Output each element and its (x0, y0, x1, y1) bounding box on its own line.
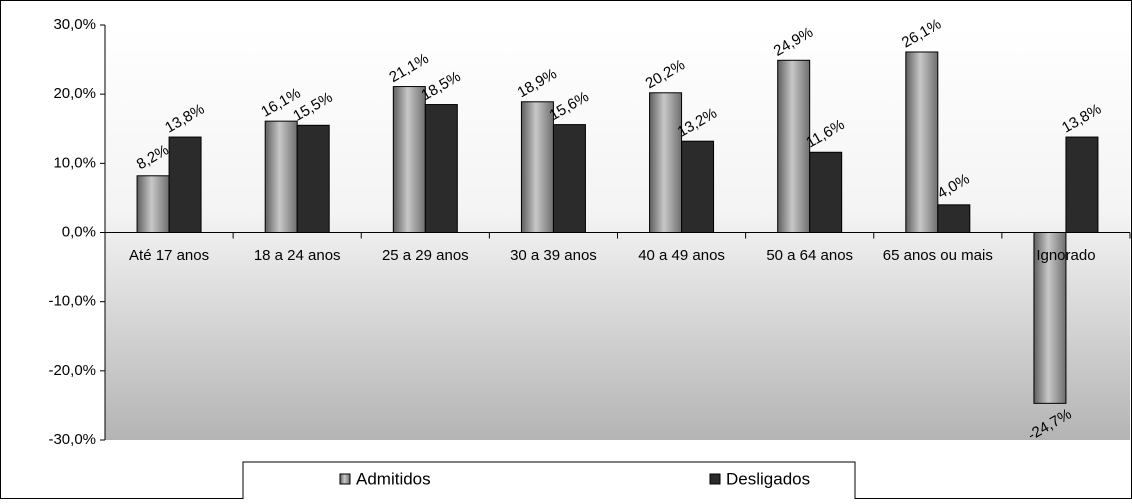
y-tick-label: 20,0% (53, 85, 96, 102)
bar (296, 124, 330, 233)
x-tick-label-box: Ignorado (1036, 246, 1096, 264)
bar (392, 86, 426, 233)
bar (1065, 136, 1099, 233)
x-tick-label: 30 a 39 anos (510, 246, 597, 264)
bar (809, 151, 843, 233)
bar (937, 204, 971, 233)
x-tick-label-box: 30 a 39 anos (510, 246, 597, 264)
bar (649, 92, 683, 233)
x-tick-label-box: 25 a 29 anos (381, 246, 469, 264)
legend-swatch (709, 473, 721, 485)
x-tick-label-box: 65 anos ou mais (882, 246, 993, 264)
legend-swatch (339, 473, 351, 485)
y-tick-label: -20,0% (48, 362, 96, 379)
bar (168, 136, 202, 233)
x-tick-label: 25 a 29 anos (381, 246, 469, 264)
x-tick-label-box: 40 a 49 anos (638, 246, 725, 264)
legend-label: Admitidos (356, 469, 431, 488)
y-tick-label: 0,0% (62, 223, 96, 240)
x-tick-label: 50 a 64 anos (766, 246, 854, 264)
bar (777, 59, 811, 234)
bar (520, 101, 554, 234)
bar (424, 104, 458, 233)
bar (264, 120, 298, 233)
x-tick-label-box: Até 17 anos (129, 246, 210, 264)
bar (1033, 232, 1067, 404)
bar (681, 140, 715, 233)
y-tick-label: 30,0% (53, 16, 96, 33)
y-tick-label: -10,0% (48, 293, 96, 310)
x-tick-label: 65 anos ou mais (882, 246, 993, 264)
x-tick-label: 40 a 49 anos (638, 246, 725, 264)
legend-label: Desligados (726, 469, 810, 488)
bar (552, 124, 586, 233)
y-tick-label: 10,0% (53, 154, 96, 171)
bar (136, 175, 170, 234)
x-tick-label: 18 a 24 anos (253, 246, 341, 264)
x-tick-label-box: 18 a 24 anos (253, 246, 341, 264)
x-tick-label-box: 50 a 64 anos (766, 246, 854, 264)
x-tick-label: Ignorado (1036, 246, 1096, 264)
x-tick-label: Até 17 anos (129, 246, 210, 264)
y-tick-label: -30,0% (48, 431, 96, 448)
bar (905, 51, 939, 233)
